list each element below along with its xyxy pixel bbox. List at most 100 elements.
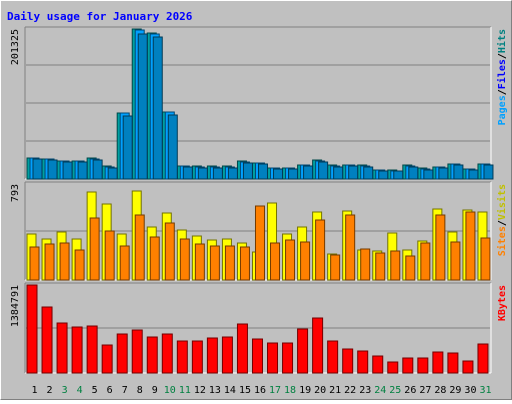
visits-bar-sites-2 xyxy=(44,243,55,281)
kbytes-bar-kbytes-23 xyxy=(357,350,369,374)
visits-bar-sites-10 xyxy=(164,222,175,281)
hits-bar-pages-11 xyxy=(182,166,193,180)
visits-bar-sites-17 xyxy=(270,242,281,281)
kbytes-bar-kbytes-4 xyxy=(71,326,83,374)
x-tick-label-25: 25 xyxy=(389,385,401,396)
x-tick-label-17: 17 xyxy=(269,385,281,396)
visits-legend: Sites/Visits xyxy=(496,184,508,256)
kbytes-bar-kbytes-3 xyxy=(56,322,68,374)
x-tick-label-22: 22 xyxy=(344,385,356,396)
visits-bar-sites-5 xyxy=(89,217,100,281)
hits-bar-pages-5 xyxy=(92,159,103,180)
legend-entry-pages: Pages xyxy=(497,95,508,125)
hits-bar-pages-1 xyxy=(32,158,43,180)
hits-bar-pages-29 xyxy=(453,164,464,180)
hits-bar-pages-17 xyxy=(273,168,284,180)
legend-separator: / xyxy=(497,220,508,226)
kbytes-bar-kbytes-31 xyxy=(477,343,489,374)
visits-bar-sites-26 xyxy=(405,255,416,281)
legend-entry-files: Files xyxy=(496,59,508,89)
kbytes-bar-kbytes-13 xyxy=(206,337,218,374)
kbytes-bar-kbytes-1 xyxy=(26,284,38,374)
x-tick-label-29: 29 xyxy=(449,385,461,396)
x-tick-label-15: 15 xyxy=(239,385,251,396)
legend-entry-hits: Hits xyxy=(496,29,508,53)
legend-entry-kbytes: KBytes xyxy=(497,285,508,321)
hits-bar-pages-25 xyxy=(393,170,404,180)
kbytes-bar-kbytes-30 xyxy=(462,360,474,374)
visits-bar-sites-12 xyxy=(194,243,205,281)
visits-bar-sites-8 xyxy=(134,214,145,281)
x-tick-label-14: 14 xyxy=(224,385,236,396)
kbytes-bar-kbytes-16 xyxy=(251,338,263,374)
visits-bar-sites-9 xyxy=(149,236,160,281)
x-tick-label-5: 5 xyxy=(92,385,98,396)
visits-bar-sites-4 xyxy=(74,249,85,281)
kbytes-bar-kbytes-15 xyxy=(236,323,248,374)
visits-bar-sites-29 xyxy=(450,241,461,281)
hits-bar-pages-24 xyxy=(378,170,389,180)
hits-series-pages xyxy=(32,33,494,180)
kbytes-bar-kbytes-24 xyxy=(372,355,384,374)
kbytes-series-kbytes xyxy=(26,284,489,374)
hits-bar-pages-20 xyxy=(318,161,329,180)
hits-bar-pages-21 xyxy=(333,166,344,180)
x-tick-label-20: 20 xyxy=(314,385,326,396)
hits-bar-pages-31 xyxy=(483,164,494,180)
kbytes-bar-kbytes-6 xyxy=(101,344,113,374)
kbytes-bar-kbytes-10 xyxy=(161,333,173,374)
visits-bar-sites-3 xyxy=(59,242,70,281)
kbytes-bar-kbytes-7 xyxy=(116,333,128,374)
visits-bar-sites-15 xyxy=(239,246,250,281)
visits-bar-sites-24 xyxy=(375,252,386,281)
chart-panels: 201325Pages/Files/Hits793Sites/Visits138… xyxy=(10,26,508,374)
visits-bar-sites-21 xyxy=(330,254,341,281)
x-tick-label-19: 19 xyxy=(299,385,311,396)
kbytes-bar-kbytes-11 xyxy=(176,340,188,374)
chart-title: Daily usage for January 2026 xyxy=(7,10,193,23)
hits-bar-pages-6 xyxy=(107,167,118,180)
x-tick-label-12: 12 xyxy=(194,385,206,396)
visits-bar-sites-20 xyxy=(315,219,326,281)
kbytes-bar-kbytes-28 xyxy=(432,351,444,374)
x-tick-label-1: 1 xyxy=(32,385,38,396)
visits-bar-sites-31 xyxy=(480,237,491,281)
legend-separator: / xyxy=(497,53,508,59)
visits-bar-sites-14 xyxy=(224,245,235,281)
x-tick-label-30: 30 xyxy=(464,385,476,396)
x-tick-label-21: 21 xyxy=(329,385,341,396)
kbytes-bar-kbytes-20 xyxy=(312,317,324,374)
visits-bar-sites-22 xyxy=(345,214,356,281)
hits-bar-pages-16 xyxy=(257,163,268,180)
kbytes-bar-kbytes-12 xyxy=(191,340,203,374)
kbytes-bar-kbytes-19 xyxy=(297,328,309,374)
hits-bar-pages-2 xyxy=(47,159,58,180)
x-tick-label-28: 28 xyxy=(434,385,446,396)
visits-ymax-label: 793 xyxy=(10,184,21,202)
x-tick-label-11: 11 xyxy=(179,385,191,396)
visits-bar-sites-23 xyxy=(360,248,371,281)
hits-bar-pages-30 xyxy=(468,169,479,180)
x-tick-label-8: 8 xyxy=(137,385,143,396)
visits-bar-sites-6 xyxy=(104,230,115,281)
visits-bar-sites-18 xyxy=(285,239,296,281)
visits-bar-sites-19 xyxy=(300,241,311,281)
visits-bar-sites-16 xyxy=(254,205,265,281)
hits-bar-pages-13 xyxy=(212,167,223,180)
kbytes-bar-kbytes-21 xyxy=(327,340,339,374)
hits-bar-pages-3 xyxy=(62,161,73,180)
hits-bar-pages-12 xyxy=(197,167,208,180)
hits-bar-pages-23 xyxy=(363,166,374,180)
visits-bar-sites-27 xyxy=(420,242,431,281)
x-tick-label-24: 24 xyxy=(374,385,386,396)
hits-bar-pages-7 xyxy=(122,115,133,180)
hits-bar-pages-10 xyxy=(167,114,178,180)
hits-bar-pages-27 xyxy=(423,169,434,180)
hits-bar-pages-19 xyxy=(303,165,314,180)
x-tick-label-4: 4 xyxy=(77,385,83,396)
legend-entry-sites: Sites xyxy=(496,226,508,256)
kbytes-legend: KBytes xyxy=(497,285,508,321)
